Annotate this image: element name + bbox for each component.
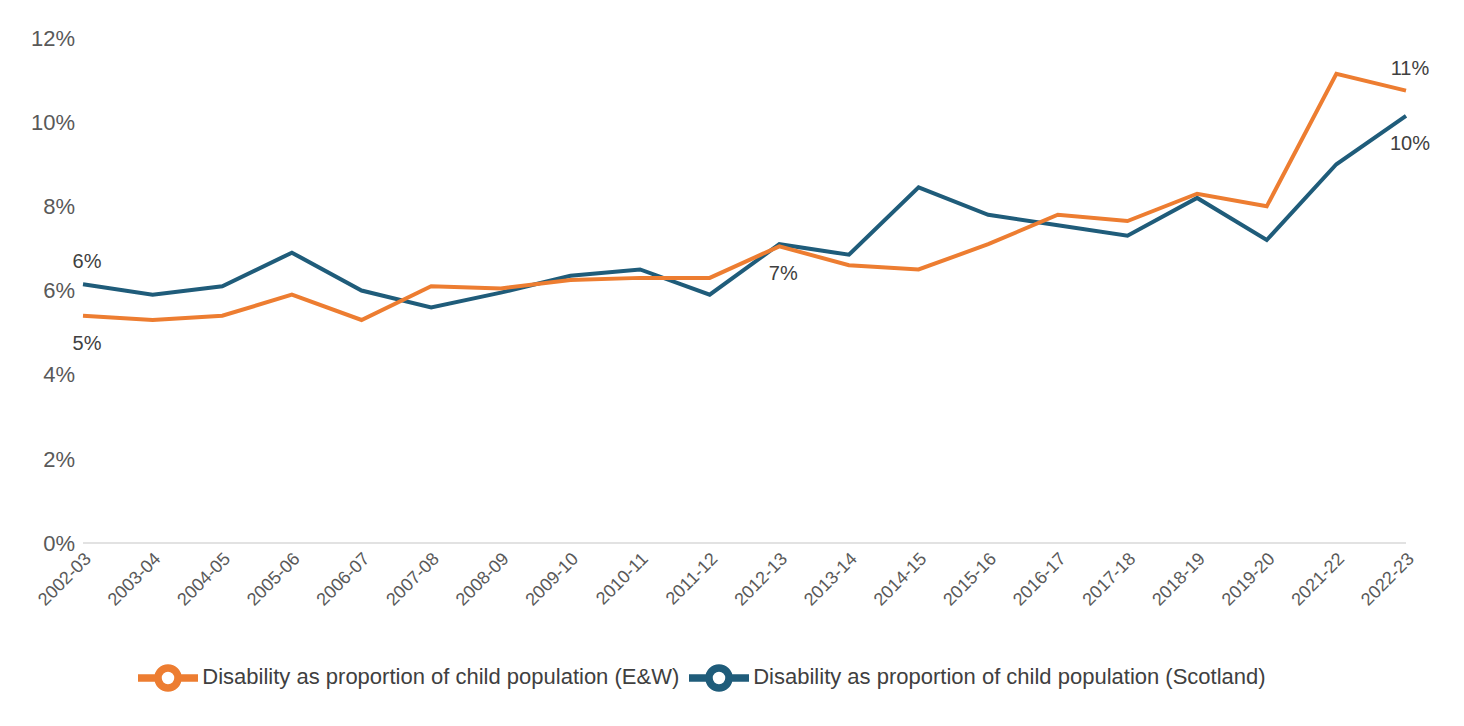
html-text:Disability as proportion of ch: Disability as proportion of child popula… [753,663,1266,689]
svg-text:2005-06: 2005-06 [243,549,304,610]
svg-text:6%: 6% [43,278,75,303]
svg-text:11%: 11% [1391,57,1430,79]
svg-text:2022-23: 2022-23 [1357,549,1418,610]
svg-text:2019-20: 2019-20 [1218,549,1279,610]
svg-text:2016-17: 2016-17 [1009,549,1070,610]
svg-text:2018-19: 2018-19 [1148,549,1209,610]
svg-text:2002-03: 2002-03 [34,549,95,610]
html-text:Disability as proportion of ch: Disability as proportion of child popula… [202,663,680,689]
svg-text:5%: 5% [73,332,102,354]
svg-text:2015-16: 2015-16 [939,549,1000,610]
svg-text:7%: 7% [769,262,798,284]
svg-text:2%: 2% [43,447,75,472]
svg-text:2004-05: 2004-05 [173,549,234,610]
svg-text:2014-15: 2014-15 [870,549,931,610]
svg-text:0%: 0% [43,531,75,556]
svg-text:2010-11: 2010-11 [592,549,652,609]
svg-text:2009-10: 2009-10 [521,549,582,610]
svg-text:4%: 4% [43,362,75,387]
svg-text:2017-18: 2017-18 [1078,549,1139,610]
svg-text:10%: 10% [1390,132,1430,154]
svg-text:2003-04: 2003-04 [104,549,165,610]
svg-text:2007-08: 2007-08 [382,549,443,610]
svg-text:2021-22: 2021-22 [1287,549,1348,610]
svg-text:10%: 10% [31,110,75,135]
svg-text:8%: 8% [43,194,75,219]
svg-text:2013-14: 2013-14 [800,549,861,610]
svg-text:12%: 12% [31,26,75,51]
svg-text:2011-12: 2011-12 [662,549,722,609]
svg-text:2012-13: 2012-13 [730,549,791,610]
svg-text:2008-09: 2008-09 [452,549,513,610]
svg-text:6%: 6% [73,250,102,272]
svg-text:2006-07: 2006-07 [313,549,374,610]
